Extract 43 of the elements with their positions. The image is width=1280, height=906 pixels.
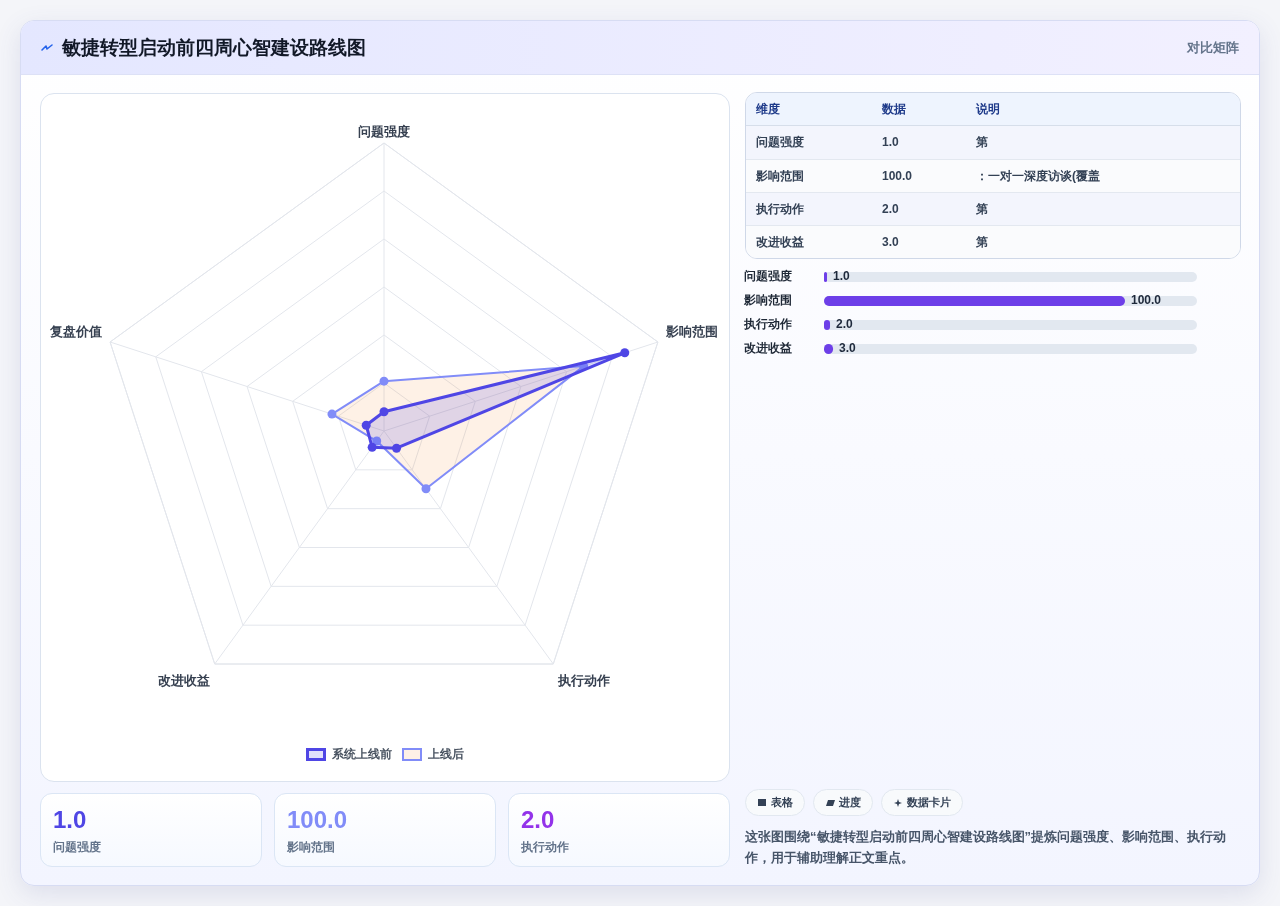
- y-tick-label: 执行动作: [743, 317, 792, 332]
- category-label: 维度: [756, 101, 780, 118]
- text: 3.0: [882, 235, 899, 249]
- text: 第: [976, 235, 988, 249]
- text: 1.0: [882, 135, 899, 149]
- data-label: 3.0: [839, 341, 857, 356]
- y-tick-label: 影响范围: [743, 293, 792, 308]
- data-label: 100.0: [1131, 293, 1162, 308]
- text: 100.0: [287, 806, 348, 833]
- text: ：一对一深度访谈(覆盖: [976, 169, 1100, 183]
- text: 影响范围: [756, 169, 804, 183]
- legend-label: 系统上线前: [332, 745, 392, 763]
- y-tick-label: 改进收益: [744, 341, 792, 356]
- text: 改进收益: [756, 235, 804, 249]
- text: 第: [976, 202, 988, 216]
- bar: [824, 320, 831, 330]
- category-label: 表格: [771, 795, 793, 810]
- y-tick-label: 问题强度: [744, 269, 792, 284]
- text: 问题强度: [756, 135, 804, 149]
- legend-label: 上线后: [428, 745, 464, 763]
- text: 敏捷转型启动前四周心智建设路线图: [62, 36, 366, 60]
- text: 1.0: [53, 806, 87, 833]
- category-label: 影响范围: [287, 839, 335, 855]
- category-label: 数据: [882, 101, 906, 118]
- data-label: 2.0: [836, 317, 854, 332]
- spoke-label: 复盘价值: [49, 323, 103, 339]
- spoke-label: 问题强度: [358, 124, 410, 140]
- spoke-label: 执行动作: [556, 673, 610, 689]
- data-label: 1.0: [833, 269, 851, 284]
- text: 100.0: [882, 169, 913, 183]
- text: 2.0: [521, 806, 555, 833]
- category-label: 数据卡片: [907, 795, 951, 810]
- text: 2.0: [882, 202, 899, 216]
- text: 执行动作: [756, 202, 804, 216]
- category-label: 进度: [839, 795, 861, 810]
- spoke-label: 改进收益: [158, 673, 211, 689]
- category-label: 说明: [976, 101, 1000, 118]
- text: 对比矩阵: [1187, 39, 1239, 57]
- text: 第: [976, 135, 988, 149]
- spoke-label: 影响范围: [664, 323, 718, 339]
- category-label: 执行动作: [521, 839, 569, 855]
- category-label: 问题强度: [53, 839, 101, 855]
- text: 这张图围绕“敏捷转型启动前四周心智建设路线图”提炼问题强度、影响范围、执行动作，用于辅助理解正文重点。: [745, 828, 1227, 867]
